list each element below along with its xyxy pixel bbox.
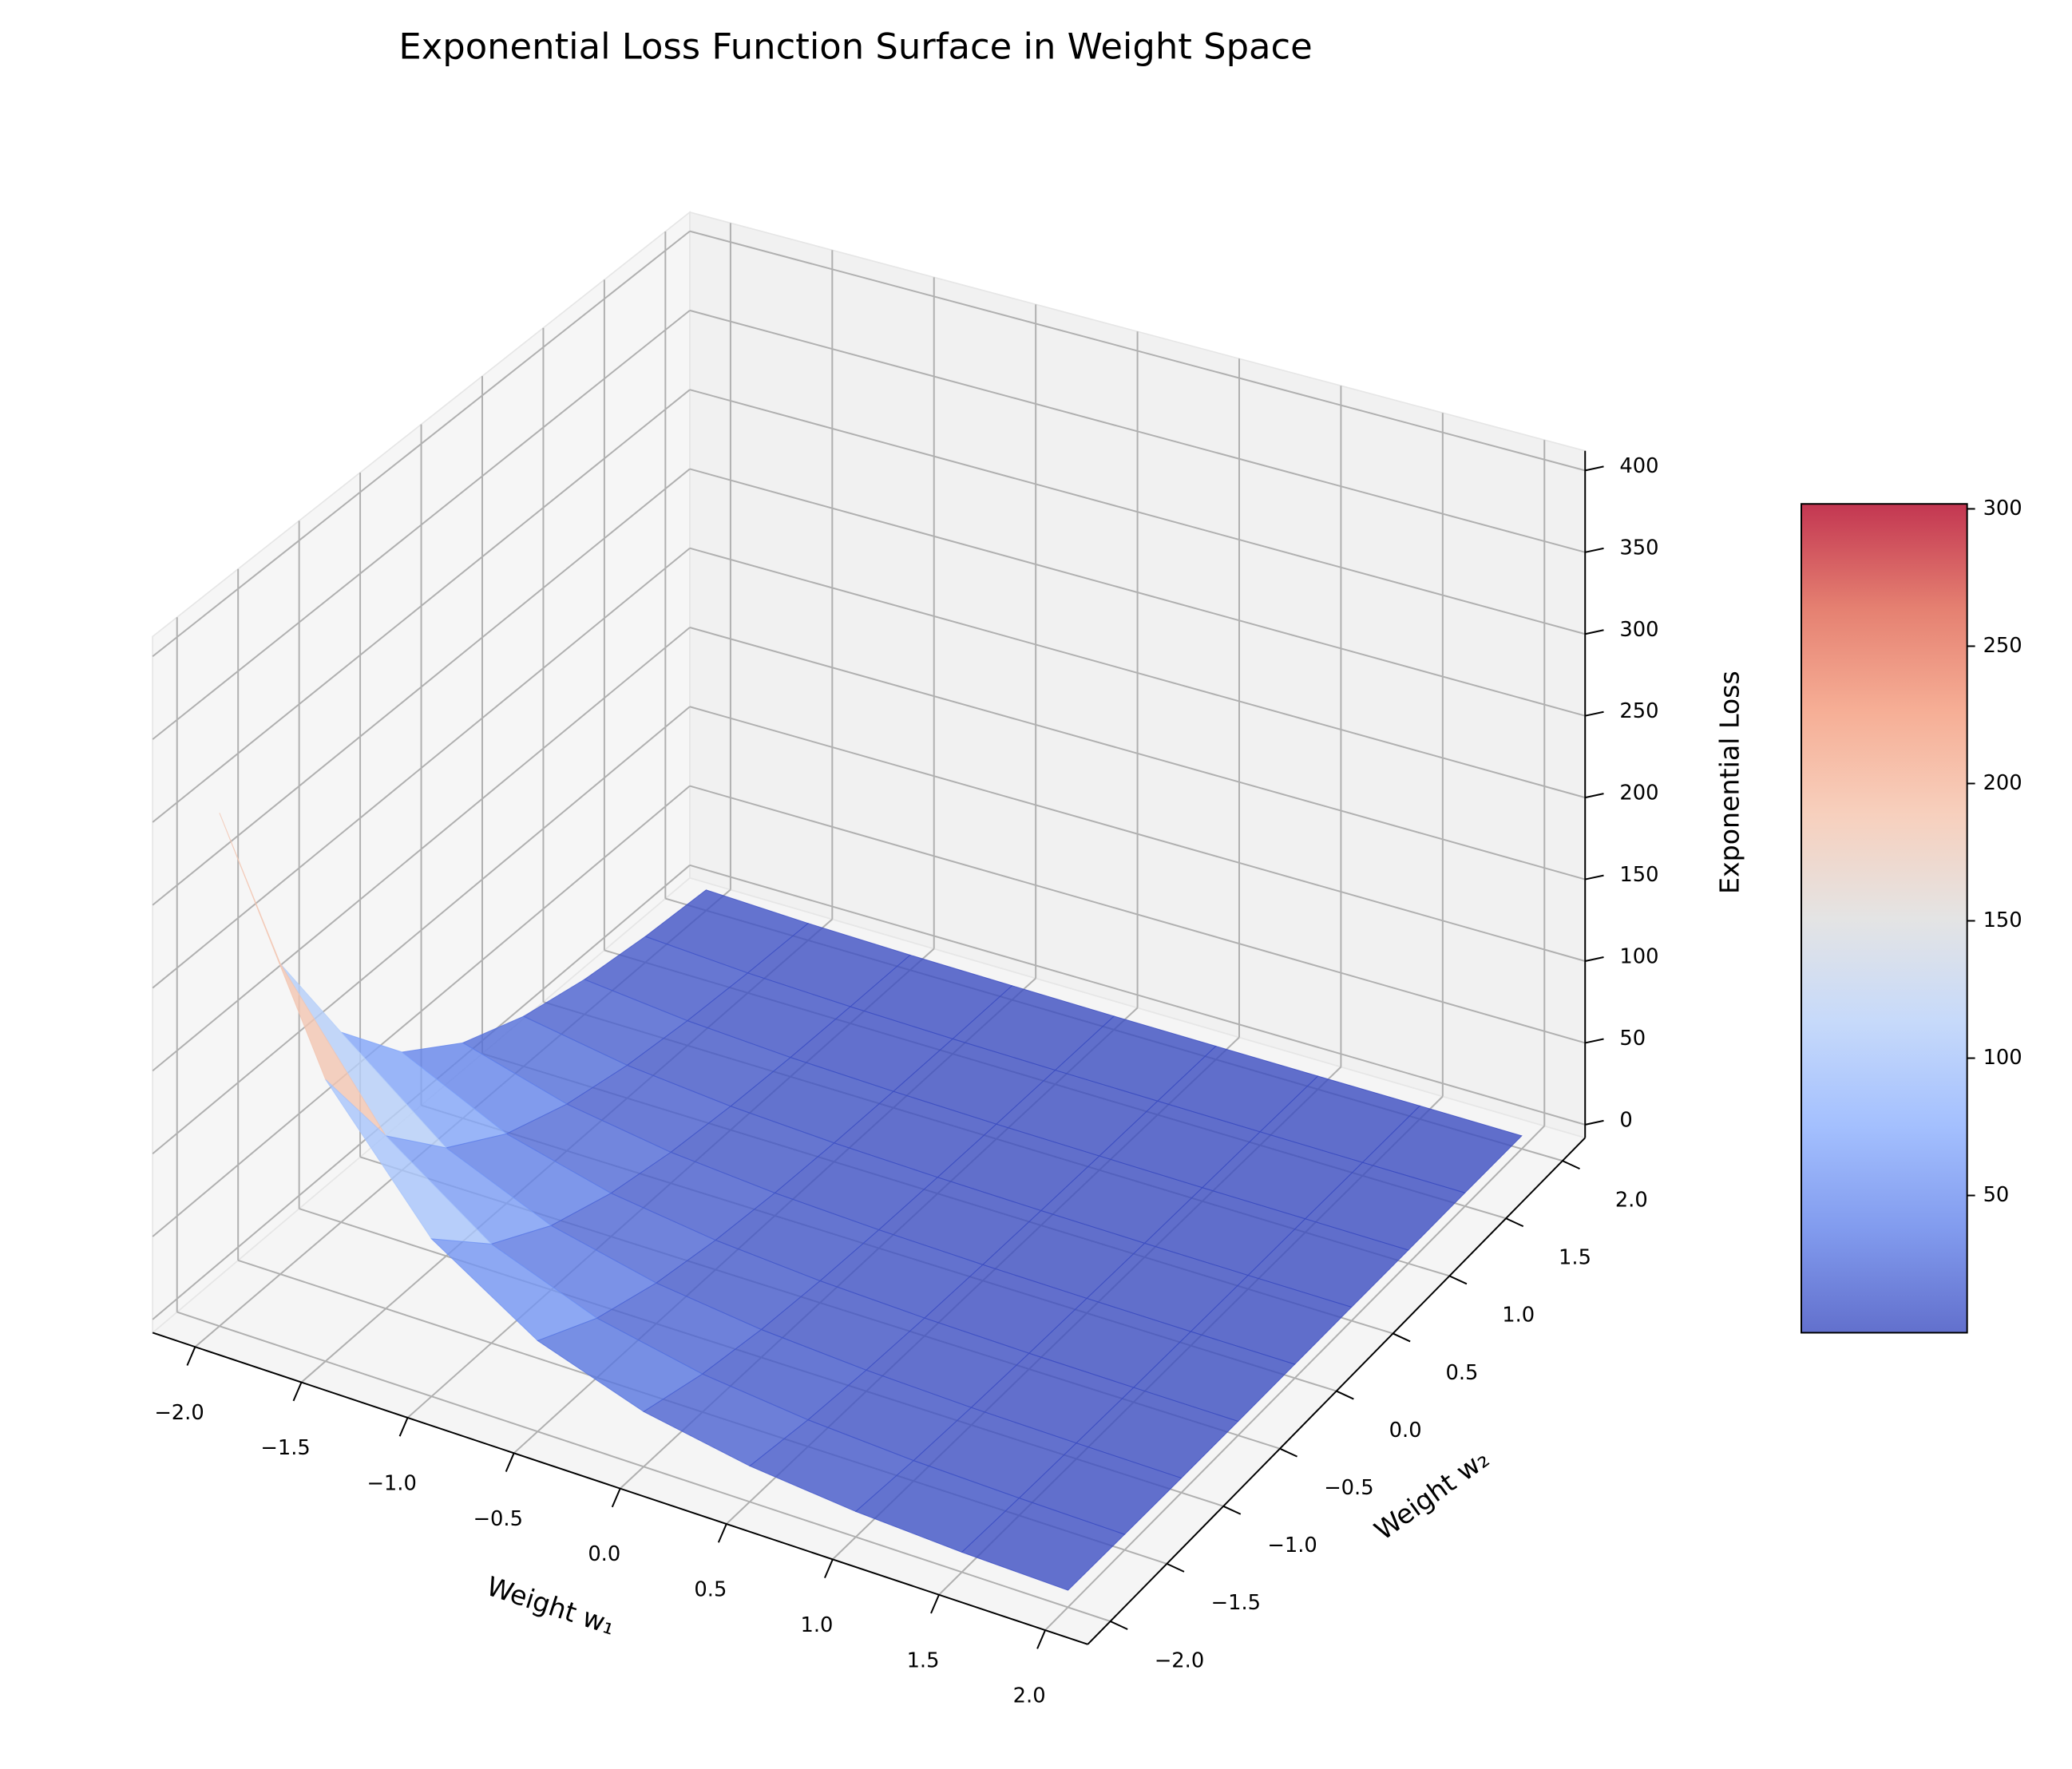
z-tick xyxy=(1585,465,1604,472)
y-tick-label: 2.0 xyxy=(1615,1188,1648,1212)
grid-line xyxy=(152,706,691,1154)
z-tick xyxy=(1585,1038,1604,1044)
surface xyxy=(219,813,1523,1591)
surface-patch xyxy=(961,1498,1126,1591)
y-tick-label: 0.0 xyxy=(1389,1419,1422,1443)
grid-line xyxy=(152,468,691,906)
colorbar-tick-label: 300 xyxy=(1983,497,2022,520)
grid-line xyxy=(152,389,691,823)
y-tick xyxy=(1448,1275,1468,1285)
z-tick-label: 250 xyxy=(1619,699,1658,723)
grid-line xyxy=(689,309,1586,553)
x-tick xyxy=(717,1523,727,1543)
grid-line xyxy=(689,706,1586,962)
colorbar: 50 100 150 200 250 300 xyxy=(1800,497,2022,1334)
z-tick-label: 350 xyxy=(1619,536,1658,560)
x-tick-label: −1.5 xyxy=(260,1436,311,1460)
x-tick-label: 0.5 xyxy=(694,1578,727,1602)
y-tick-label: 1.0 xyxy=(1502,1304,1535,1328)
z-tick xyxy=(1585,793,1604,799)
grid-line xyxy=(689,864,1586,1126)
y-tick-label: −2.0 xyxy=(1155,1648,1205,1672)
x-tick-label: 2.0 xyxy=(1013,1684,1046,1708)
colorbar-tick-label: 50 xyxy=(1983,1183,2010,1207)
z-tick xyxy=(1585,629,1604,635)
y-tick xyxy=(1562,1160,1580,1169)
z-tick-label: 400 xyxy=(1619,454,1658,478)
grid-line xyxy=(689,468,1586,717)
grid-line xyxy=(152,785,691,1237)
colorbar-tick-label: 100 xyxy=(1983,1046,2022,1070)
y-tick-label: −1.5 xyxy=(1211,1591,1262,1615)
y-tick xyxy=(1393,1332,1411,1343)
z-tick xyxy=(1585,710,1604,717)
z-tick-label: 0 xyxy=(1619,1108,1632,1132)
z-tick xyxy=(1585,874,1604,881)
grid-line xyxy=(152,547,691,989)
x-tick xyxy=(611,1488,621,1508)
colorbar-tick-label: 200 xyxy=(1983,771,2022,795)
colorbar-tick-label: 250 xyxy=(1983,634,2022,658)
x-tick xyxy=(292,1382,303,1402)
x-tick xyxy=(824,1558,834,1579)
z-tick-label: 300 xyxy=(1619,618,1658,642)
z-tick-label: 100 xyxy=(1619,945,1658,969)
z-axis-label: Exponential Loss xyxy=(1713,671,1745,894)
grid-line xyxy=(152,310,691,740)
grid-line xyxy=(689,627,1586,881)
grid-line xyxy=(689,230,1586,472)
axis-line xyxy=(152,1332,1088,1645)
grid-line xyxy=(689,547,1586,799)
z-tick-label: 200 xyxy=(1619,782,1658,805)
colorbar-gradient xyxy=(1800,503,1968,1334)
x-tick-label: −1.0 xyxy=(366,1471,416,1495)
x-tick-label: 0.0 xyxy=(588,1542,620,1566)
x-tick xyxy=(186,1346,196,1366)
y-tick xyxy=(1166,1562,1185,1573)
x-tick xyxy=(930,1594,940,1614)
grid-line xyxy=(689,389,1586,635)
y-axis-label: Weight w₂ xyxy=(1369,1443,1495,1546)
x-tick-label: 1.5 xyxy=(907,1648,940,1672)
axes: −2.0 −1.5 −1.0 −0.5 0.0 0.5 1.0 1.5 2.0 −2.0 −1.5 −… xyxy=(152,450,1659,1708)
y-tick xyxy=(1279,1447,1297,1458)
grid-line xyxy=(152,230,691,658)
y-tick-label: −1.0 xyxy=(1267,1534,1317,1557)
y-tick xyxy=(1336,1390,1354,1400)
x-tick xyxy=(1036,1629,1046,1649)
chart-title: Exponential Loss Function Surface in Wei… xyxy=(398,25,1312,67)
z-tick-label: 50 xyxy=(1619,1027,1646,1051)
colorbar-tick-label: 150 xyxy=(1983,908,2022,932)
z-tick xyxy=(1585,1119,1604,1126)
z-tick-label: 150 xyxy=(1619,863,1658,887)
x-tick xyxy=(505,1452,515,1472)
z-tick xyxy=(1585,547,1604,553)
y-tick-label: −0.5 xyxy=(1324,1476,1374,1500)
axis-line xyxy=(1087,1137,1586,1645)
z-tick xyxy=(1585,956,1604,962)
x-axis-label: Weight w₁ xyxy=(483,1570,620,1641)
y-tick xyxy=(1505,1217,1524,1228)
x-tick-label: −0.5 xyxy=(473,1507,523,1531)
x-tick xyxy=(398,1417,409,1437)
y-tick xyxy=(1222,1505,1242,1515)
y-tick xyxy=(1110,1621,1128,1630)
y-tick-label: 0.5 xyxy=(1445,1361,1478,1385)
grid-line xyxy=(152,627,691,1072)
grid-line xyxy=(689,785,1586,1044)
x-tick-label: 1.0 xyxy=(800,1613,833,1637)
grid-line xyxy=(176,1311,1111,1622)
x-tick-label: −2.0 xyxy=(154,1401,204,1425)
y-tick-label: 1.5 xyxy=(1559,1246,1591,1270)
